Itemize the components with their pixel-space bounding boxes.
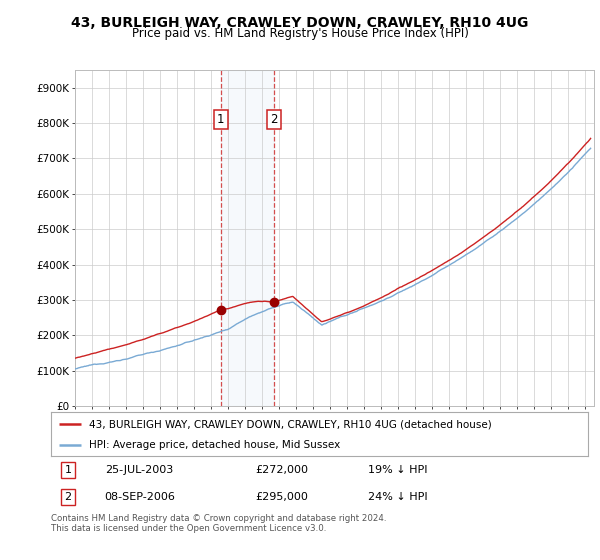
Text: £295,000: £295,000 [255,492,308,502]
Text: 24% ↓ HPI: 24% ↓ HPI [368,492,427,502]
Bar [221,70,274,406]
Text: 25-JUL-2003: 25-JUL-2003 [105,465,173,475]
Text: 1: 1 [217,113,224,126]
Text: 43, BURLEIGH WAY, CRAWLEY DOWN, CRAWLEY, RH10 4UG (detached house): 43, BURLEIGH WAY, CRAWLEY DOWN, CRAWLEY,… [89,419,491,429]
Text: 19% ↓ HPI: 19% ↓ HPI [368,465,427,475]
Text: 08-SEP-2006: 08-SEP-2006 [105,492,176,502]
Text: 2: 2 [270,113,278,126]
Text: 43, BURLEIGH WAY, CRAWLEY DOWN, CRAWLEY, RH10 4UG: 43, BURLEIGH WAY, CRAWLEY DOWN, CRAWLEY,… [71,16,529,30]
Text: £272,000: £272,000 [255,465,308,475]
Text: Price paid vs. HM Land Registry's House Price Index (HPI): Price paid vs. HM Land Registry's House … [131,27,469,40]
Text: 1: 1 [64,465,71,475]
Text: HPI: Average price, detached house, Mid Sussex: HPI: Average price, detached house, Mid … [89,440,340,450]
Text: Contains HM Land Registry data © Crown copyright and database right 2024.
This d: Contains HM Land Registry data © Crown c… [51,514,386,534]
Text: 2: 2 [64,492,71,502]
